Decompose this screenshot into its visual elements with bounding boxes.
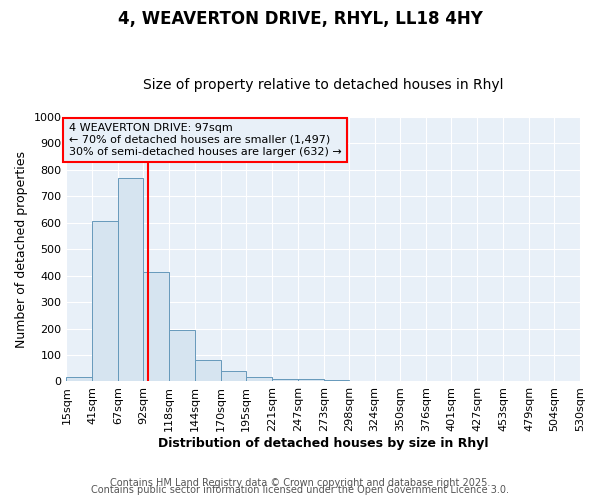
- Title: Size of property relative to detached houses in Rhyl: Size of property relative to detached ho…: [143, 78, 503, 92]
- Bar: [272, 379, 298, 382]
- Bar: [143, 272, 169, 382]
- Bar: [67, 378, 92, 382]
- Bar: [92, 222, 118, 382]
- Bar: [169, 330, 195, 382]
- Bar: [298, 379, 324, 382]
- Bar: [221, 372, 246, 382]
- Text: Contains public sector information licensed under the Open Government Licence 3.: Contains public sector information licen…: [91, 485, 509, 495]
- X-axis label: Distribution of detached houses by size in Rhyl: Distribution of detached houses by size …: [158, 437, 488, 450]
- Bar: [118, 178, 143, 382]
- Text: 4 WEAVERTON DRIVE: 97sqm
← 70% of detached houses are smaller (1,497)
30% of sem: 4 WEAVERTON DRIVE: 97sqm ← 70% of detach…: [69, 124, 342, 156]
- Bar: [324, 380, 349, 382]
- Y-axis label: Number of detached properties: Number of detached properties: [15, 150, 28, 348]
- Text: Contains HM Land Registry data © Crown copyright and database right 2025.: Contains HM Land Registry data © Crown c…: [110, 478, 490, 488]
- Bar: [246, 376, 272, 382]
- Text: 4, WEAVERTON DRIVE, RHYL, LL18 4HY: 4, WEAVERTON DRIVE, RHYL, LL18 4HY: [118, 10, 482, 28]
- Bar: [195, 360, 221, 382]
